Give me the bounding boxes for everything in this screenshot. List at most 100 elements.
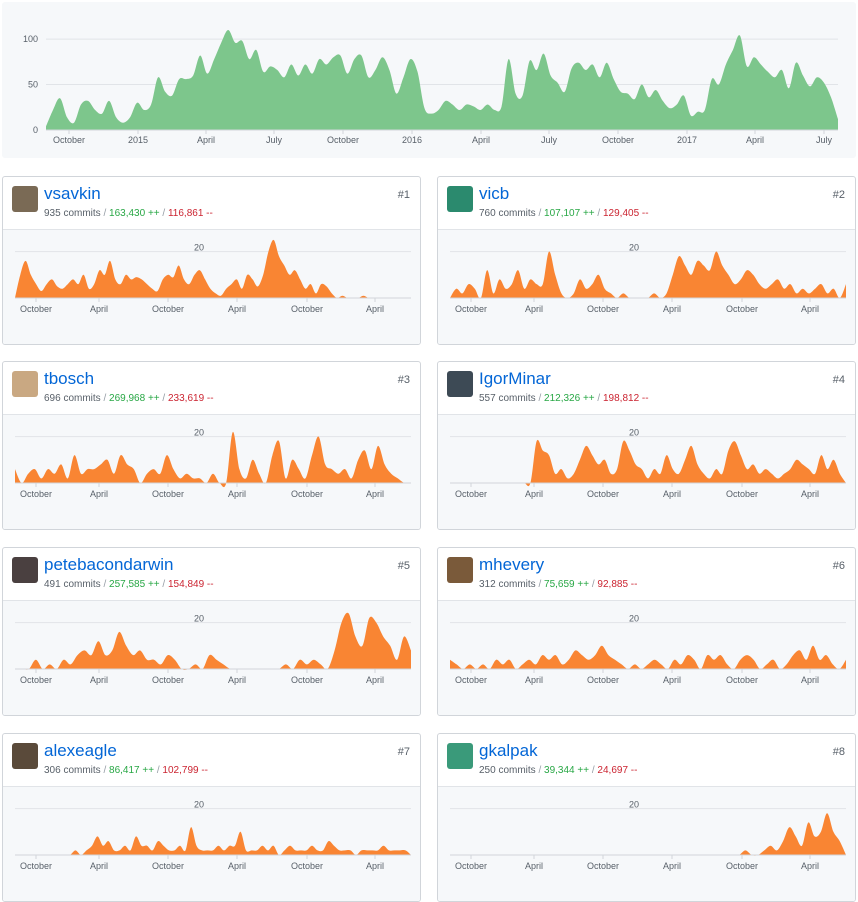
x-tick-label: April bbox=[525, 489, 543, 499]
contributor-username[interactable]: alexeagle bbox=[44, 741, 117, 760]
contributor-chart-svg[interactable]: 20 October April October April October April bbox=[3, 787, 420, 902]
x-tick-label: April bbox=[663, 861, 681, 871]
x-tick-label: April bbox=[525, 675, 543, 685]
x-tick-label: April bbox=[90, 861, 108, 871]
x-tick-label: October bbox=[726, 304, 758, 314]
contributor-card-vicb: vicb 760 commits / 107,107 ++ / 129,405 … bbox=[437, 176, 856, 345]
avatar[interactable] bbox=[12, 557, 38, 583]
x-tick-label: July bbox=[541, 135, 558, 145]
contributor-header: IgorMinar 557 commits / 212,326 ++ / 198… bbox=[438, 362, 855, 414]
contributor-header: petebacondarwin 491 commits / 257,585 ++… bbox=[3, 548, 420, 600]
contributor-commit-area bbox=[15, 239, 411, 299]
contributor-header: mhevery 312 commits / 75,659 ++ / 92,885… bbox=[438, 548, 855, 600]
commit-count[interactable]: 306 commits bbox=[44, 765, 101, 776]
contributor-username[interactable]: tbosch bbox=[44, 369, 95, 388]
contributor-username[interactable]: mhevery bbox=[479, 555, 545, 574]
avatar[interactable] bbox=[447, 371, 473, 397]
x-tick-label: October bbox=[455, 304, 487, 314]
gridline-label: 20 bbox=[629, 428, 639, 438]
contributor-commit-chart: 20 October April October April October April bbox=[438, 786, 855, 902]
contributor-header: gkalpak 250 commits / 39,344 ++ / 24,697… bbox=[438, 734, 855, 786]
avatar[interactable] bbox=[12, 371, 38, 397]
contributor-chart-svg[interactable]: 20 October April October April October April bbox=[3, 230, 420, 345]
contributor-username[interactable]: gkalpak bbox=[479, 741, 538, 760]
x-tick-label: April bbox=[228, 675, 246, 685]
contributor-commit-area bbox=[15, 612, 411, 670]
x-tick-label: October bbox=[291, 675, 323, 685]
deletions-count: 102,799 -- bbox=[162, 765, 209, 776]
x-tick-label: April bbox=[228, 861, 246, 871]
commit-count[interactable]: 491 commits bbox=[44, 579, 101, 590]
avatar[interactable] bbox=[12, 186, 38, 212]
x-tick-label: October bbox=[587, 675, 619, 685]
contributor-stats: 935 commits / 163,430 ++ / 116,861 -- bbox=[44, 208, 213, 219]
contributor-rank: #5 bbox=[397, 560, 410, 572]
avatar[interactable] bbox=[12, 743, 38, 769]
contributor-username[interactable]: IgorMinar bbox=[479, 369, 551, 388]
contributor-username[interactable]: petebacondarwin bbox=[44, 555, 174, 574]
contributor-header: alexeagle 306 commits / 86,417 ++ / 102,… bbox=[3, 734, 420, 786]
deletions-count: 233,619 -- bbox=[167, 393, 214, 404]
deletions-count: 24,697 -- bbox=[597, 765, 638, 776]
contributor-username[interactable]: vicb bbox=[479, 184, 510, 203]
contributor-card-petebacondarwin: petebacondarwin 491 commits / 257,585 ++… bbox=[2, 547, 421, 716]
x-tick-label: October bbox=[455, 675, 487, 685]
contributor-stats: 491 commits / 257,585 ++ / 154,849 -- bbox=[44, 579, 214, 590]
x-tick-label: April bbox=[90, 304, 108, 314]
avatar[interactable] bbox=[447, 743, 473, 769]
commit-count[interactable]: 312 commits bbox=[479, 579, 536, 590]
contributor-chart-svg[interactable]: 20 October April October April October April bbox=[3, 415, 420, 530]
additions-count: 269,968 ++ bbox=[109, 393, 160, 404]
x-tick-label: October bbox=[20, 489, 52, 499]
contributor-chart-svg[interactable]: 20 October April October April October April bbox=[3, 601, 420, 716]
contributor-stats: 760 commits / 107,107 ++ / 129,405 -- bbox=[479, 208, 649, 219]
commit-count[interactable]: 935 commits bbox=[44, 208, 101, 219]
x-tick-label: October bbox=[291, 861, 323, 871]
contributor-header: vsavkin 935 commits / 163,430 ++ / 116,8… bbox=[3, 177, 420, 229]
contributor-commit-chart: 20 October April October April October April bbox=[3, 229, 420, 345]
gridline-label: 20 bbox=[194, 243, 204, 253]
gridline-label: 20 bbox=[194, 614, 204, 624]
contributor-chart-svg[interactable]: 20 October April October April October April bbox=[438, 230, 855, 345]
contributor-rank: #6 bbox=[832, 560, 845, 572]
contributor-commit-chart: 20 October April October April October April bbox=[438, 600, 855, 716]
overview-chart-svg[interactable]: 100 50 0 October 2015 April July October 2016 Apr… bbox=[2, 2, 856, 158]
contributor-stats: 306 commits / 86,417 ++ / 102,799 -- bbox=[44, 765, 209, 776]
commit-count[interactable]: 250 commits bbox=[479, 765, 536, 776]
contributor-card-tbosch: tbosch 696 commits / 269,968 ++ / 233,61… bbox=[2, 361, 421, 530]
contributor-card-gkalpak: gkalpak 250 commits / 39,344 ++ / 24,697… bbox=[437, 733, 856, 902]
contributor-chart-svg[interactable]: 20 October April October April October April bbox=[438, 415, 855, 530]
x-tick-label: April bbox=[525, 861, 543, 871]
commit-count[interactable]: 557 commits bbox=[479, 393, 536, 404]
contributor-stats: 312 commits / 75,659 ++ / 92,885 -- bbox=[479, 579, 638, 590]
x-tick-label: April bbox=[366, 304, 384, 314]
contributor-commit-area bbox=[450, 439, 846, 487]
additions-count: 86,417 ++ bbox=[109, 765, 155, 776]
deletions-count: 198,812 -- bbox=[602, 393, 649, 404]
x-tick-label: October bbox=[726, 861, 758, 871]
x-tick-label: April bbox=[228, 304, 246, 314]
gridline-label: 20 bbox=[194, 800, 204, 810]
avatar[interactable] bbox=[447, 557, 473, 583]
contributor-chart-svg[interactable]: 20 October April October April October April bbox=[438, 787, 855, 902]
commit-count[interactable]: 696 commits bbox=[44, 393, 101, 404]
x-tick-label: 2016 bbox=[402, 135, 422, 145]
commit-count[interactable]: 760 commits bbox=[479, 208, 536, 219]
x-tick-label: October bbox=[455, 861, 487, 871]
contributor-rank: #4 bbox=[832, 374, 845, 386]
overview-commit-area bbox=[46, 30, 838, 130]
deletions-count: 116,861 -- bbox=[167, 208, 213, 219]
x-tick-label: October bbox=[587, 861, 619, 871]
avatar[interactable] bbox=[447, 186, 473, 212]
x-tick-label: October bbox=[152, 675, 184, 685]
gridline-label: 20 bbox=[629, 243, 639, 253]
x-tick-label: October bbox=[152, 304, 184, 314]
x-tick-label: October bbox=[20, 304, 52, 314]
x-tick-label: 2017 bbox=[677, 135, 697, 145]
deletions-count: 129,405 -- bbox=[602, 208, 649, 219]
x-tick-label: April bbox=[801, 304, 819, 314]
x-tick-label: October bbox=[327, 135, 359, 145]
contributor-card-alexeagle: alexeagle 306 commits / 86,417 ++ / 102,… bbox=[2, 733, 421, 902]
contributor-chart-svg[interactable]: 20 October April October April October April bbox=[438, 601, 855, 716]
contributor-username[interactable]: vsavkin bbox=[44, 184, 101, 203]
